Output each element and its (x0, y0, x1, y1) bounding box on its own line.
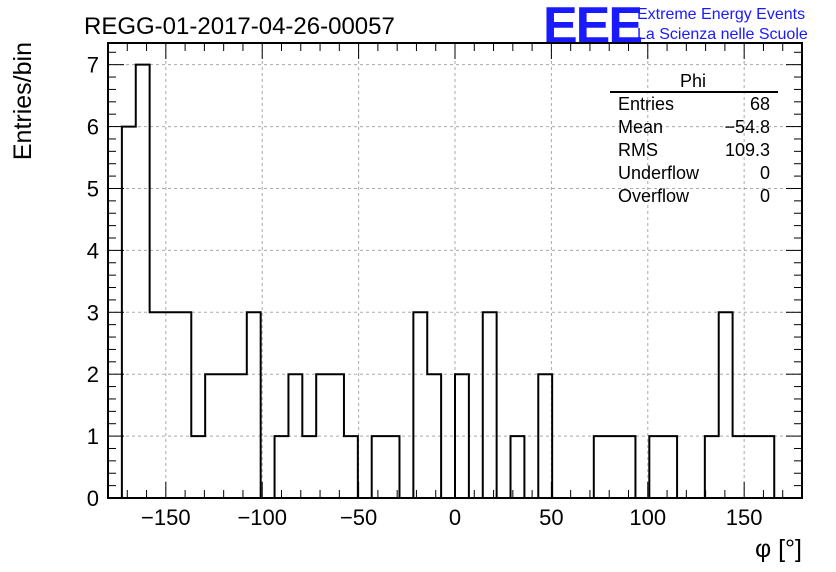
eee-logo-mark: EEE (543, 0, 641, 55)
eee-logo: EEE Extreme Energy Events La Scienza nel… (543, 0, 808, 55)
stats-value: 0 (760, 163, 770, 183)
stats-box: Phi Entries 68 Mean −54.8 RMS 109.3 Underflow 0 O… (610, 71, 778, 206)
y-tick-label: 6 (87, 115, 99, 140)
stats-label: Overflow (618, 186, 690, 206)
y-tick-label: 5 (87, 176, 99, 201)
stats-label: Entries (618, 94, 674, 114)
x-tick-label: 150 (726, 505, 763, 530)
y-tick-label: 7 (87, 53, 99, 78)
y-tick-label: 2 (87, 362, 99, 387)
stats-value: 109.3 (725, 140, 770, 160)
x-tick-label: 100 (629, 505, 666, 530)
x-tick-label: 0 (449, 505, 461, 530)
y-tick-label: 0 (87, 486, 99, 511)
stats-value: 0 (760, 186, 770, 206)
eee-logo-line1: Extreme Energy Events (637, 6, 805, 23)
eee-logo-line2: La Scienza nelle Scuole (637, 26, 808, 43)
stats-label: Mean (618, 117, 663, 137)
axis-ticks (108, 43, 802, 498)
x-tick-label: −150 (141, 505, 191, 530)
x-axis-title: φ [°] (755, 535, 802, 563)
stats-title: Phi (680, 71, 706, 91)
x-tick-label: −100 (237, 505, 287, 530)
y-axis-title: Entries/bin (9, 42, 37, 160)
stats-value: −54.8 (724, 117, 770, 137)
stats-value: 68 (750, 94, 770, 114)
y-tick-label: 4 (87, 238, 99, 263)
stats-label: Underflow (618, 163, 700, 183)
y-tick-label: 1 (87, 424, 99, 449)
chart-title: REGG-01-2017-04-26-00057 (84, 13, 395, 40)
stats-label: RMS (618, 140, 658, 160)
y-tick-label: 3 (87, 300, 99, 325)
x-tick-labels: −150 −100 −50 0 50 100 150 (141, 505, 762, 530)
y-tick-labels: 0 1 2 3 4 5 6 7 (87, 53, 99, 511)
x-tick-label: 50 (539, 505, 563, 530)
x-tick-label: −50 (340, 505, 377, 530)
